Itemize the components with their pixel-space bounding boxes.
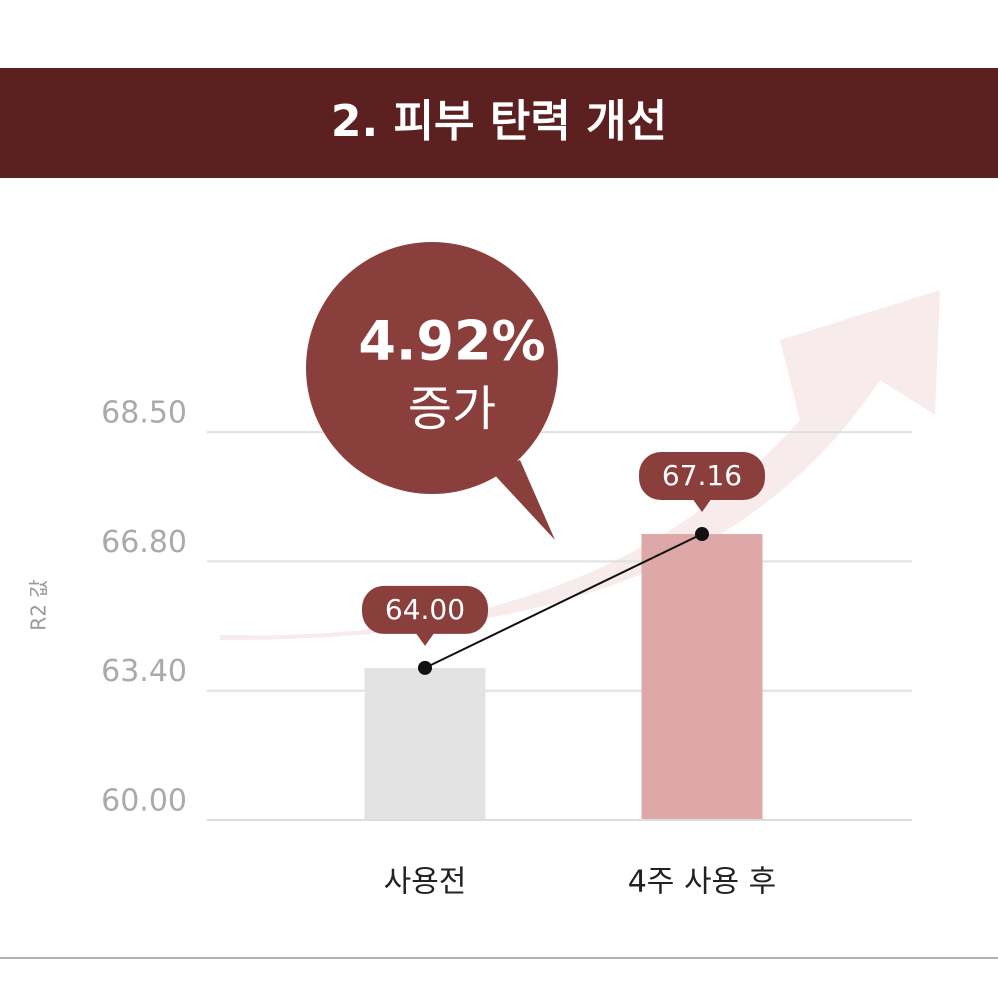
arrow-decoration [220, 290, 940, 640]
data-point [695, 527, 709, 542]
data-point [418, 660, 432, 675]
trend-line [424, 533, 703, 669]
callout: 4.92% 증가 [306, 242, 558, 540]
value-label-pointer [692, 498, 712, 513]
y-tick-label: 60.00 [101, 784, 187, 819]
x-tick-label: 사용전 [384, 865, 467, 900]
header-band [0, 68, 998, 178]
x-tick-label: 4주 사용 후 [628, 865, 777, 900]
y-axis-label: R2 값 [27, 579, 51, 630]
callout-bubble [306, 242, 558, 494]
value-label: 67.16 [662, 459, 742, 492]
y-tick-label: 66.80 [101, 525, 187, 560]
value-label-pointer [415, 631, 435, 646]
callout-value: 4.92% [358, 310, 545, 373]
chart-title: 2. 피부 탄력 개선 [331, 96, 667, 147]
bar [641, 534, 763, 820]
value-label-bg [362, 585, 488, 634]
value-label-bg [639, 452, 765, 501]
value-label: 64.00 [385, 593, 465, 626]
callout-text: 증가 [408, 381, 496, 437]
bar [364, 667, 486, 820]
y-tick-label: 63.40 [101, 654, 187, 689]
callout-tail [490, 460, 555, 540]
y-tick-label: 68.50 [101, 396, 187, 431]
